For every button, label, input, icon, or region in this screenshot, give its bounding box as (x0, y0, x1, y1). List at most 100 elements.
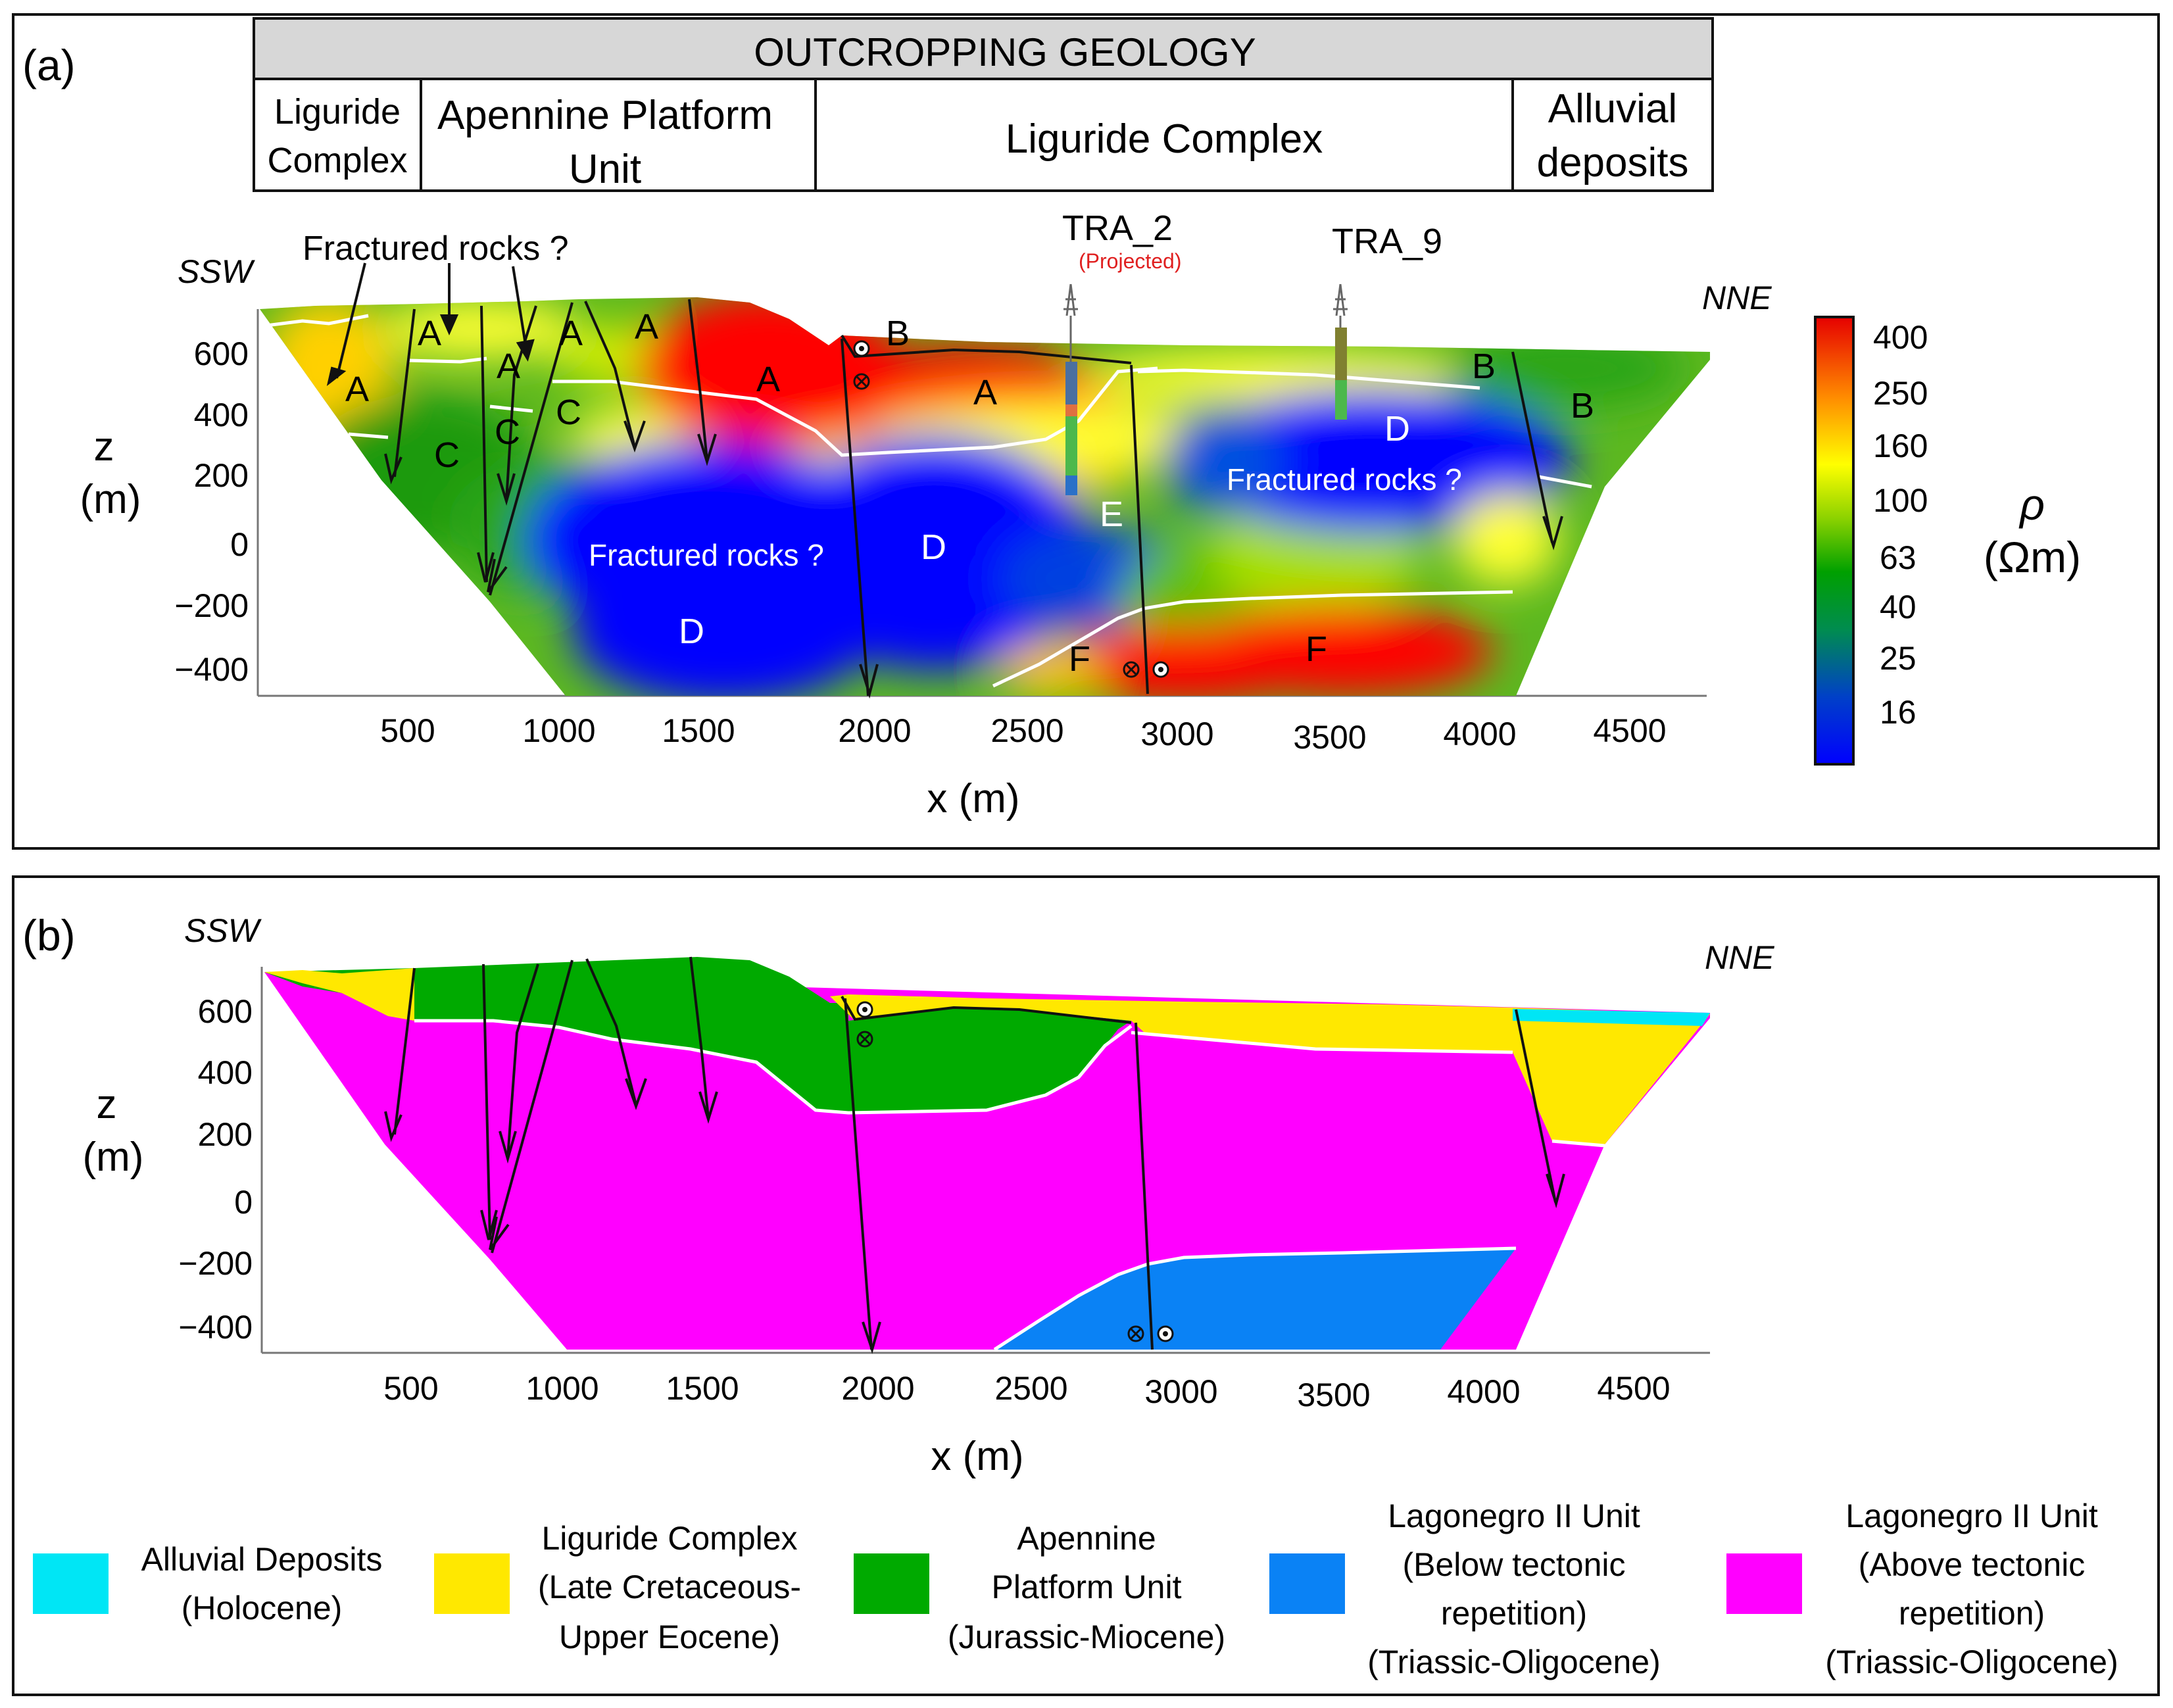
geology-unit-liguride-center: Liguride Complex (1006, 116, 1323, 162)
well-segment (1335, 380, 1347, 420)
liguride-left (264, 968, 414, 1021)
x-tick-label: 1000 (525, 1370, 598, 1407)
fault-arrow (862, 1321, 881, 1354)
zone-label: F (1306, 629, 1327, 669)
symbol-cross (1129, 1327, 1142, 1340)
fault-arrow (384, 453, 403, 485)
fault (505, 305, 537, 500)
y-tick-label: 0 (230, 526, 249, 563)
legend-label: (Holocene) (182, 1590, 343, 1626)
well-segment (1065, 404, 1077, 416)
legend-item-alluvial: Alluvial Deposits (Holocene) (33, 1541, 382, 1626)
well-tra9-label: TRA_9 (1332, 222, 1442, 261)
legend-label: Upper Eocene) (559, 1619, 780, 1655)
fault (688, 299, 708, 461)
zone-label: C (556, 393, 581, 432)
boundary-line (414, 1019, 1133, 1115)
legend-label: Apennine (1017, 1520, 1156, 1557)
fault (844, 998, 873, 1350)
fault (1130, 364, 1149, 695)
x-tick-label: 3000 (1140, 716, 1213, 752)
well-segment (1065, 476, 1077, 495)
y-tick-label: −400 (174, 651, 249, 688)
zone-label: A (756, 360, 780, 399)
colorbar-tick: 63 (1880, 539, 1917, 576)
x-axis-label-b: x (m) (931, 1434, 1023, 1479)
legend-label: (Triassic-Oligocene) (1367, 1644, 1660, 1680)
legend-label: repetition) (1441, 1595, 1587, 1632)
legend: Alluvial Deposits (Holocene) Liguride Co… (33, 1498, 2118, 1680)
geology-unit-liguride-left-1: Liguride (274, 92, 401, 132)
x-tick-label: 500 (380, 712, 435, 749)
arrow (512, 266, 527, 349)
well-segment (1065, 362, 1077, 404)
legend-label: Lagonegro II Unit (1388, 1498, 1640, 1534)
apennine-center (414, 957, 848, 1111)
colorbar-unit: (Ωm) (1984, 533, 2081, 581)
geology-unit-alluvial-1: Alluvial (1548, 86, 1677, 132)
derrick-icon (1333, 283, 1348, 316)
legend-label: (Triassic-Oligocene) (1825, 1644, 2118, 1680)
fractured-rocks-top-label: Fractured rocks ? (303, 230, 569, 268)
y-tick-label: 0 (234, 1184, 253, 1221)
x-axis-label-a: x (m) (927, 776, 1019, 821)
boundary-line (1551, 1139, 1605, 1148)
zone-label: B (886, 314, 910, 353)
x-tick-label: 4500 (1593, 712, 1666, 749)
fault-arrow (1546, 1173, 1565, 1209)
x-tick-label: 3000 (1144, 1373, 1217, 1410)
legend-label: repetition) (1899, 1595, 2045, 1632)
into-page-symbol (853, 373, 870, 390)
zone-label: B (1571, 386, 1594, 426)
zone-label: B (1472, 347, 1496, 386)
fault (1515, 1009, 1557, 1203)
geology-units-row (253, 78, 1714, 192)
into-page-symbol (1127, 1325, 1144, 1342)
fault-arrow (487, 558, 508, 593)
resistivity-section (260, 262, 1710, 699)
z-axis-label-b: z (97, 1082, 117, 1127)
direction-nne-b: NNE (1705, 939, 1774, 976)
zone-label: C (495, 412, 520, 452)
legend-swatch (1269, 1553, 1345, 1614)
colorbar-label: ρ (2018, 480, 2045, 529)
y-tick-labels-a: 600 400 200 0 −200 −400 (174, 335, 249, 688)
fractured-rocks-mid-label: Fractured rocks ? (589, 538, 824, 572)
fault-lines (384, 299, 1563, 699)
symbol-dot (1158, 667, 1163, 672)
fault (1511, 351, 1553, 543)
fault (482, 964, 491, 1240)
boundary-line (266, 314, 369, 328)
liguride-right (1513, 1008, 1710, 1144)
boundary-line (348, 432, 389, 439)
colorbar-tick: 400 (1873, 319, 1928, 356)
colorbar-ticks: 400 250 160 100 63 40 25 16 (1873, 319, 1928, 731)
colorbar-tick: 250 (1873, 375, 1928, 412)
x-tick-labels-b: 500 1000 1500 2000 2500 3000 3500 4000 4… (383, 1370, 1670, 1413)
geology-unit-apennine-1: Apennine Platform (437, 93, 773, 138)
legend-label: (Jurassic-Miocene) (948, 1619, 1225, 1655)
zone-label: A (559, 314, 583, 353)
annotation-arrows (326, 262, 535, 386)
boundary-line (1538, 475, 1592, 489)
zone-label: A (497, 347, 520, 386)
symbol-cross (1125, 663, 1138, 676)
symbol-cross (858, 1033, 871, 1046)
y-tick-label: −200 (178, 1245, 253, 1282)
symbol-cross (855, 375, 868, 388)
legend-swatch (33, 1553, 109, 1614)
well-segment (1335, 328, 1347, 380)
direction-ssw-b: SSW (184, 912, 262, 949)
fault-arrow (698, 1091, 718, 1124)
zone-label: D (1384, 409, 1410, 449)
strike-slip-symbols (853, 340, 1169, 678)
into-page-symbol (1123, 661, 1140, 678)
fault-arrow (625, 1078, 647, 1110)
y-tick-label: 200 (198, 1116, 253, 1153)
fault-arrow (697, 433, 717, 466)
fault-arrow (384, 1111, 403, 1142)
y-tick-label: −400 (178, 1309, 253, 1346)
x-tick-label: 3500 (1293, 719, 1366, 756)
alluvial-deposits (1513, 1009, 1710, 1026)
